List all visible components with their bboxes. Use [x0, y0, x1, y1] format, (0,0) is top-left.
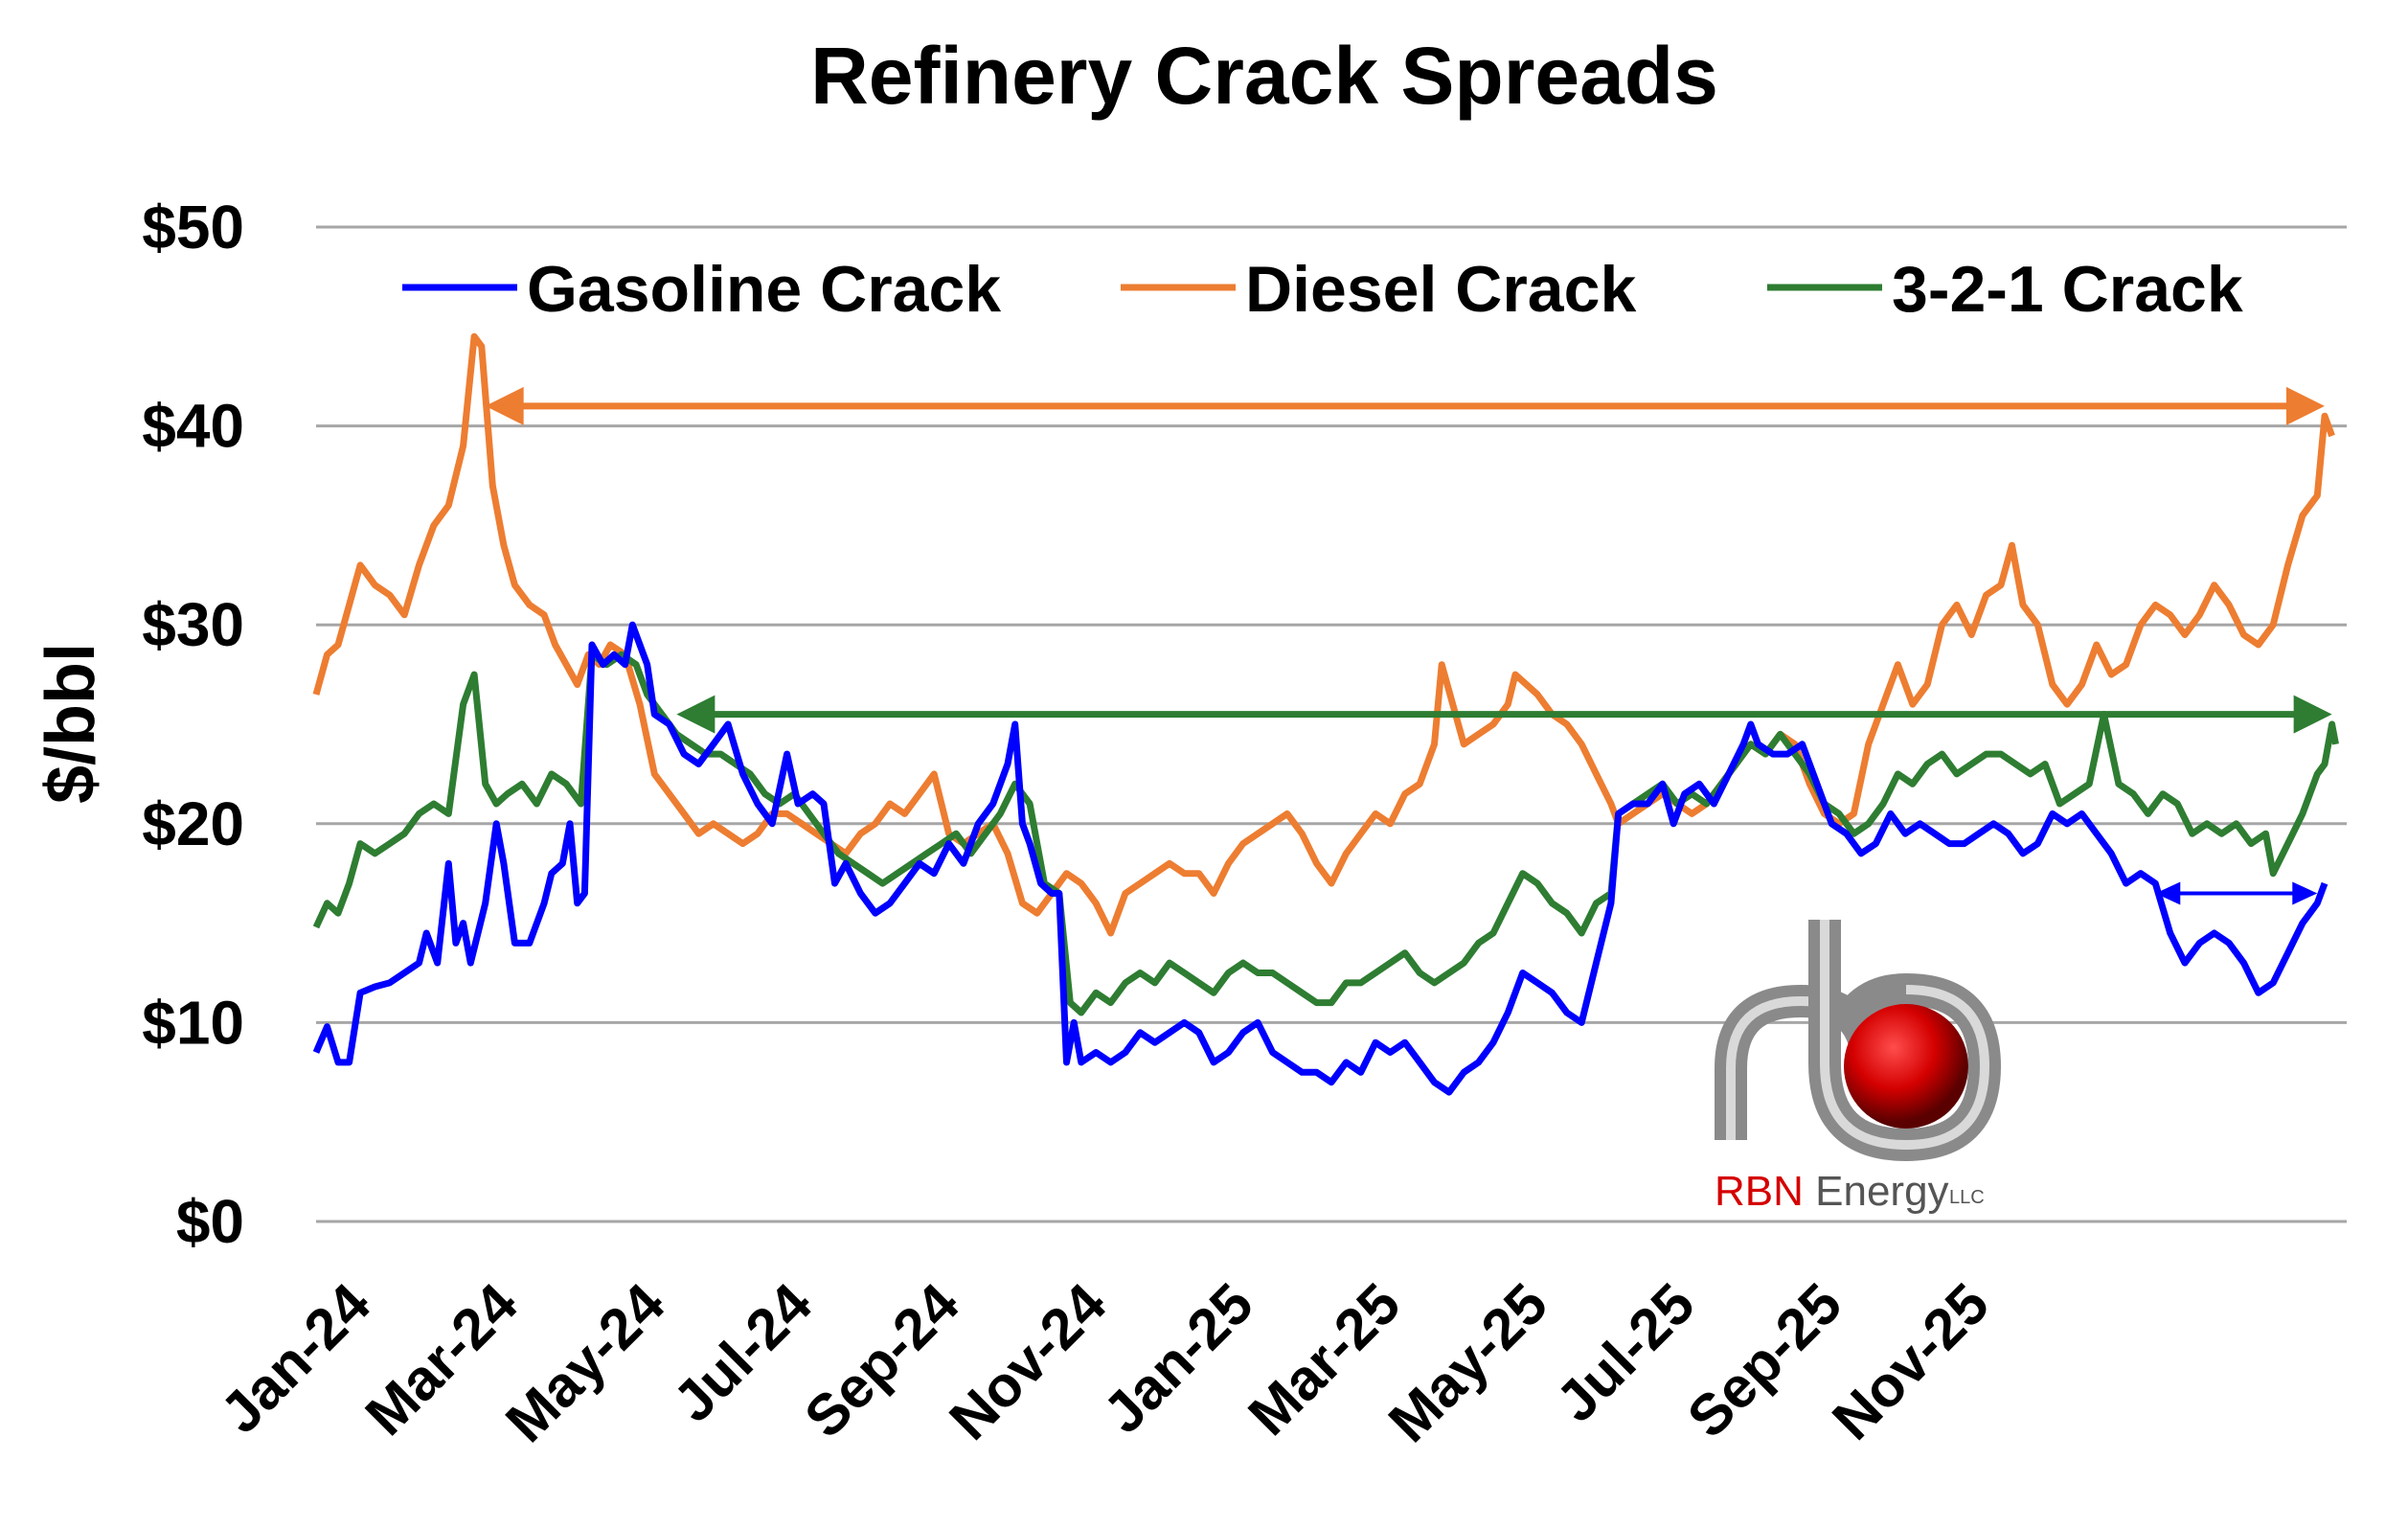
y-tick-label: $30	[142, 590, 244, 659]
rbn-energy-logo: RBN Energy LLC	[1715, 920, 2002, 1215]
x-tick-label: Sep-25	[1675, 1271, 1854, 1450]
logo-llc: LLC	[1949, 1187, 1985, 1208]
x-tick-label: Nov-25	[1820, 1271, 2001, 1452]
x-tick-label: Mar-24	[353, 1270, 531, 1448]
x-tick-labels: Jan-24Mar-24May-24Jul-24Sep-24Nov-24Jan-…	[208, 1270, 2001, 1454]
y-tick-label: $10	[142, 988, 244, 1057]
y-tick-label: $40	[142, 392, 244, 461]
x-tick-label: Nov-24	[937, 1270, 1118, 1451]
x-tick-label: Sep-24	[792, 1270, 971, 1449]
series-line-0	[312, 621, 2328, 1096]
legend-label: 3-2-1 Crack	[1892, 253, 2243, 326]
x-tick-label: Mar-25	[1236, 1271, 1412, 1448]
arrow-head-right	[2293, 695, 2332, 734]
series-line-1	[312, 332, 2335, 937]
y-tick-label: $0	[176, 1187, 244, 1256]
y-axis-label: $/bbl	[33, 643, 109, 804]
y-tick-labels: $0 $10 $20 $30 $40 $50	[142, 193, 244, 1256]
logo-red-ball	[1844, 1004, 1968, 1129]
x-tick-label: Jan-25	[1091, 1271, 1265, 1446]
series-lines	[312, 332, 2339, 1096]
arrow-head-right	[2292, 881, 2318, 905]
legend-label: Gasoline Crack	[527, 253, 1001, 326]
chart-title: Refinery Crack Spreads	[810, 31, 1718, 121]
y-tick-label: $50	[142, 193, 244, 262]
x-tick-label: May-24	[493, 1270, 677, 1454]
arrow-head-left	[676, 695, 716, 734]
range-arrows	[485, 386, 2332, 905]
x-tick-label: Jan-24	[208, 1270, 382, 1445]
legend: Gasoline Crack Diesel Crack 3-2-1 Crack	[402, 253, 2243, 326]
legend-label: Diesel Crack	[1245, 253, 1636, 326]
x-tick-label: May-25	[1376, 1271, 1559, 1454]
series-line-2	[312, 650, 2339, 1016]
arrow-head-left	[2155, 881, 2181, 905]
logo-text: RBN Energy	[1715, 1168, 1949, 1215]
logo-b-pipe-highlight	[1820, 920, 1990, 1151]
arrow-head-left	[485, 386, 524, 425]
gridlines	[316, 225, 2347, 1223]
arrow-head-right	[2285, 386, 2325, 425]
y-tick-label: $20	[142, 789, 244, 858]
